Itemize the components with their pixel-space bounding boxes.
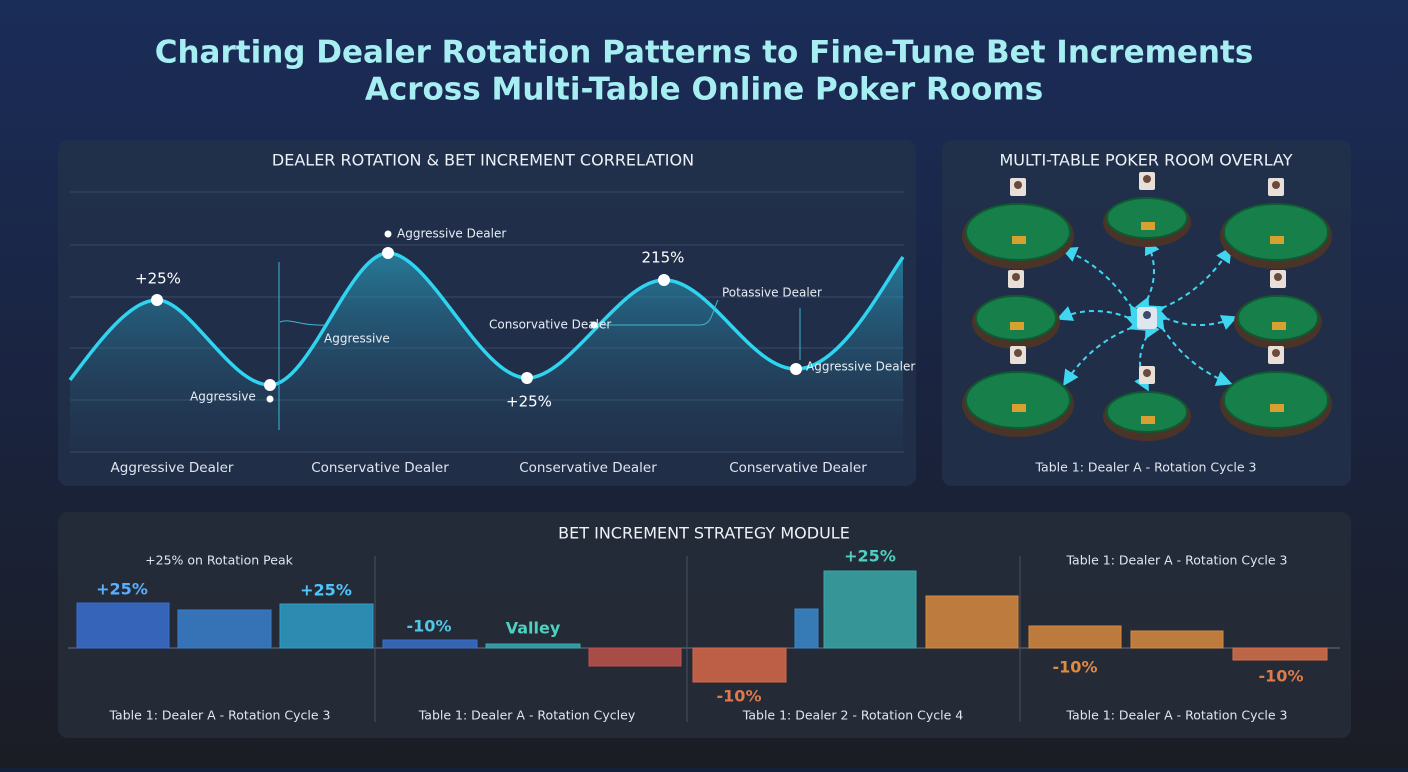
table-felt [1223,371,1329,429]
group-header: +25% on Rotation Peak [145,553,293,568]
curve [68,251,905,387]
group-label: Table 1: Dealer A - Rotation Cycle 3 [108,708,330,723]
bar [823,570,917,649]
points [151,230,802,403]
x-label: Conservative Dealer [519,460,657,476]
annotation: 215% [642,249,685,267]
avatar [1014,349,1022,357]
group-label: Table 1: Dealer A - Rotation Cycley [418,708,636,723]
bar [382,639,478,649]
bar-groups: +25% on Rotation Peak Table 1: Dealer A -… [76,547,1328,723]
chips [1272,322,1286,330]
dividers [374,556,1021,722]
annotation: +25% [506,393,552,411]
chips [1010,322,1024,330]
title: Across Multi-Table Online Poker Rooms [365,72,1043,108]
poker-room [962,172,1332,441]
bar-note: +25% [844,547,896,566]
bar [485,643,581,649]
x-label: Conservative Dealer [729,460,867,476]
bar [76,602,170,649]
panel-title: BET INCREMENT STRATEGY MODULE [558,524,850,543]
bar [925,595,1019,649]
chips [1012,236,1026,244]
x-label: Aggressive Dealer [111,460,234,476]
annotation: Aggressive Dealer [806,360,915,374]
chips [1141,222,1155,230]
caption: Table 1: Dealer A - Rotation Cycle 3 [1034,460,1256,475]
connector [1060,247,1146,323]
group-header: Table 1: Dealer A - Rotation Cycle 3 [1065,553,1287,568]
avatar [1272,349,1280,357]
bar-note: Valley [506,619,561,638]
avatar [1143,369,1151,377]
title: Charting Dealer Rotation Patterns to Fin… [155,35,1254,71]
table-felt [965,203,1071,261]
panel-title: MULTI-TABLE POKER ROOM OVERLAY [999,151,1292,170]
panel [58,512,1351,738]
chips [1270,236,1284,244]
group-label: Table 1: Dealer 2 - Rotation Cycle 4 [742,708,963,723]
bar-note: -10% [407,617,452,636]
bar [1028,625,1122,649]
chips [1270,404,1284,412]
table-felt [1106,391,1188,433]
bar [794,608,819,649]
annotation: Aggressive [324,332,390,346]
avatar [1143,175,1151,183]
annotation: Aggressive [190,390,256,404]
connector [1147,246,1232,321]
table-felt [1237,295,1319,341]
avatar [1014,181,1022,189]
bar [1130,630,1224,649]
annotation: Aggressive Dealer [397,227,506,241]
annotation: +25% [135,270,181,288]
bar-note: -10% [1053,658,1098,677]
trace [278,262,801,430]
bar-note: -10% [1259,667,1304,686]
annotation: Consorvative Dealer [489,318,611,332]
group-label: Table 1: Dealer A - Rotation Cycle 3 [1065,708,1287,723]
hub-avatar [1143,311,1151,319]
panel-title: DEALER ROTATION & BET INCREMENT CORRELAT… [272,151,694,170]
table-felt [1106,197,1188,239]
bar-note: +25% [96,580,148,599]
bar [692,647,787,683]
annotation: Potassive Dealer [722,286,822,300]
chips [1012,404,1026,412]
bar-note: -10% [717,687,762,706]
annotations: +25% Aggressive Dealer 215% Potassive Deale… [111,227,916,477]
x-label: Conservative Dealer [311,460,449,476]
bar [1232,647,1328,661]
bar-note: +25% [300,581,352,600]
avatar [1012,273,1020,281]
table-felt [1223,203,1329,261]
connector [1148,313,1233,386]
bar [279,603,374,649]
avatar [1272,181,1280,189]
bar [177,609,272,649]
table-felt [965,371,1071,429]
avatar [1274,273,1282,281]
connector [1056,306,1144,330]
curve-area [70,253,903,452]
bar [588,647,682,667]
table-felt [975,295,1057,341]
chips [1141,416,1155,424]
